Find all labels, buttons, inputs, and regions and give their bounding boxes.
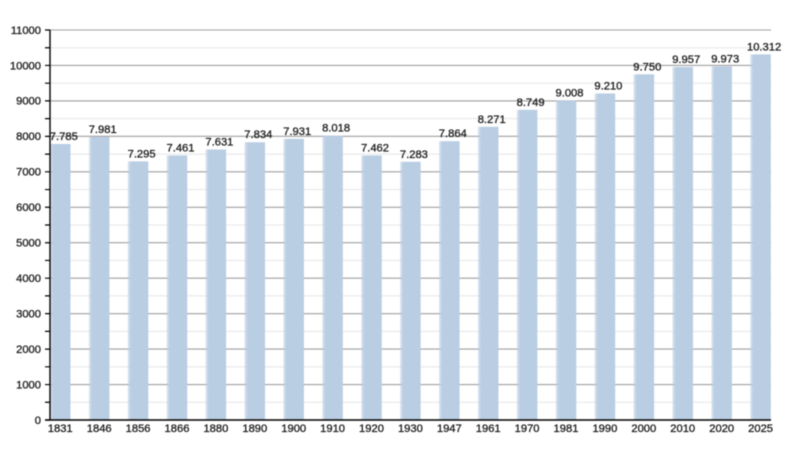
svg-text:10.312: 10.312 bbox=[747, 41, 781, 53]
svg-text:8000: 8000 bbox=[16, 131, 41, 143]
svg-text:6000: 6000 bbox=[16, 202, 41, 214]
svg-text:1947: 1947 bbox=[437, 423, 462, 435]
svg-text:7.931: 7.931 bbox=[283, 126, 311, 138]
svg-text:1961: 1961 bbox=[476, 423, 501, 435]
svg-text:8.018: 8.018 bbox=[322, 123, 350, 135]
svg-text:8.749: 8.749 bbox=[517, 97, 545, 109]
svg-text:8.271: 8.271 bbox=[478, 114, 506, 126]
svg-text:7.864: 7.864 bbox=[439, 128, 467, 140]
svg-text:7.785: 7.785 bbox=[50, 131, 78, 143]
svg-text:7.462: 7.462 bbox=[361, 142, 389, 154]
svg-text:1846: 1846 bbox=[87, 423, 112, 435]
svg-text:0: 0 bbox=[35, 415, 41, 427]
svg-text:1000: 1000 bbox=[16, 379, 41, 391]
svg-text:1910: 1910 bbox=[320, 423, 345, 435]
svg-text:3000: 3000 bbox=[16, 308, 41, 320]
svg-text:7.283: 7.283 bbox=[400, 149, 428, 161]
svg-text:1880: 1880 bbox=[203, 423, 228, 435]
svg-text:9.210: 9.210 bbox=[594, 81, 622, 93]
svg-text:1990: 1990 bbox=[592, 423, 617, 435]
svg-text:1920: 1920 bbox=[359, 423, 384, 435]
svg-text:11000: 11000 bbox=[11, 25, 41, 37]
svg-text:7.461: 7.461 bbox=[167, 143, 195, 155]
svg-text:9.750: 9.750 bbox=[633, 61, 661, 73]
svg-text:5000: 5000 bbox=[16, 238, 41, 250]
svg-text:2010: 2010 bbox=[670, 423, 695, 435]
svg-text:7000: 7000 bbox=[16, 167, 41, 179]
svg-text:9000: 9000 bbox=[16, 96, 41, 108]
svg-text:1890: 1890 bbox=[242, 423, 267, 435]
svg-text:1930: 1930 bbox=[398, 423, 423, 435]
svg-text:1981: 1981 bbox=[554, 423, 579, 435]
svg-text:1970: 1970 bbox=[515, 423, 540, 435]
svg-text:1900: 1900 bbox=[281, 423, 306, 435]
svg-text:2025: 2025 bbox=[748, 423, 773, 435]
svg-text:7.631: 7.631 bbox=[205, 136, 233, 148]
svg-text:4000: 4000 bbox=[16, 273, 41, 285]
svg-text:1866: 1866 bbox=[165, 423, 190, 435]
svg-text:9.957: 9.957 bbox=[672, 54, 700, 66]
svg-text:7.834: 7.834 bbox=[244, 129, 272, 141]
svg-text:9.008: 9.008 bbox=[556, 88, 584, 100]
svg-text:2000: 2000 bbox=[16, 344, 41, 356]
svg-text:1856: 1856 bbox=[126, 423, 151, 435]
svg-text:1831: 1831 bbox=[48, 423, 73, 435]
svg-text:2000: 2000 bbox=[631, 423, 656, 435]
svg-text:2020: 2020 bbox=[709, 423, 734, 435]
svg-text:7.295: 7.295 bbox=[128, 148, 156, 160]
svg-text:10000: 10000 bbox=[10, 60, 41, 72]
svg-text:9.973: 9.973 bbox=[711, 53, 739, 65]
svg-text:7.981: 7.981 bbox=[89, 124, 117, 136]
